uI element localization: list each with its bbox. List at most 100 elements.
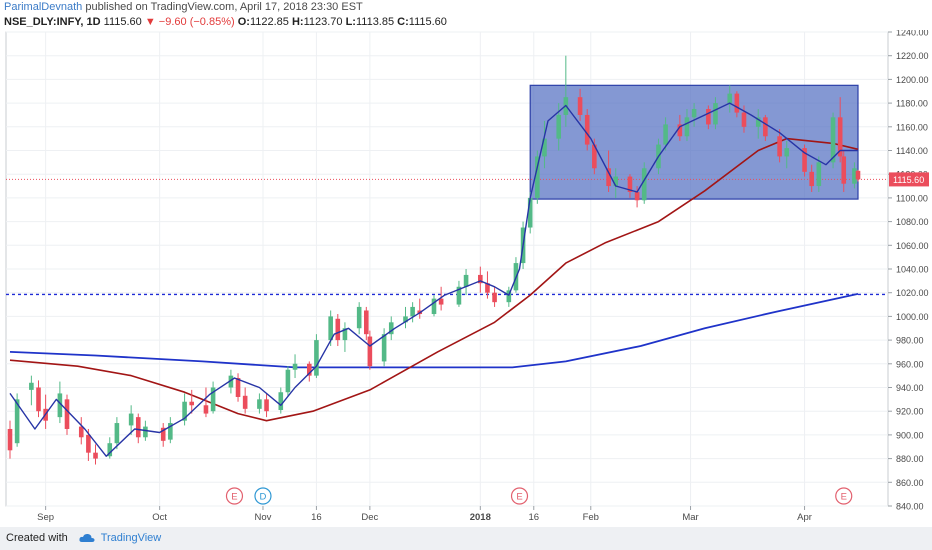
y-tick-label: 940.00 xyxy=(896,383,924,393)
y-tick-label: 1200.00 xyxy=(896,75,929,85)
candle xyxy=(478,266,483,293)
candle xyxy=(456,280,462,307)
candle xyxy=(641,162,647,204)
author-link[interactable]: ParimalDevnath xyxy=(4,1,83,13)
x-tick-label: Apr xyxy=(797,512,812,523)
candle-body xyxy=(235,378,241,397)
candle-body xyxy=(78,426,84,438)
candle xyxy=(78,417,84,445)
candle xyxy=(809,164,814,192)
candle-body xyxy=(210,387,216,412)
candle xyxy=(463,269,469,296)
high-value: 1123.70 xyxy=(303,16,343,28)
candle xyxy=(763,114,768,142)
event-marker-earnings: E xyxy=(225,487,244,505)
candle xyxy=(135,413,141,444)
publish-line: ParimalDevnath published on TradingView.… xyxy=(4,0,928,15)
y-tick-label: 900.00 xyxy=(896,430,924,440)
y-tick-label: 920.00 xyxy=(896,407,924,417)
x-tick-label: 2018 xyxy=(470,512,491,523)
y-tick-label: 840.00 xyxy=(896,502,924,512)
candle xyxy=(613,168,619,198)
candle xyxy=(727,85,733,113)
candle xyxy=(485,271,490,299)
candle xyxy=(802,144,807,177)
candle xyxy=(264,393,269,418)
candle xyxy=(431,295,437,317)
candle-body xyxy=(456,286,462,305)
last-price: 1115.60 xyxy=(103,16,142,28)
candle-body xyxy=(107,443,113,457)
sma-long-line xyxy=(9,293,859,369)
candle xyxy=(356,302,362,335)
candle-body xyxy=(306,363,312,376)
candle xyxy=(841,150,847,192)
candle-body xyxy=(93,452,98,459)
tradingview-brand[interactable]: TradingView xyxy=(100,532,162,544)
candle xyxy=(535,150,540,204)
candle-body xyxy=(182,401,187,421)
candle-body xyxy=(535,156,540,198)
sma-short-line xyxy=(9,102,858,457)
candle xyxy=(663,117,668,151)
candle-body xyxy=(160,427,166,441)
candle xyxy=(542,120,547,169)
candle xyxy=(741,105,747,133)
candle-body xyxy=(485,283,490,293)
candle xyxy=(506,286,512,307)
candle-body xyxy=(14,399,20,444)
candle-body xyxy=(242,395,248,409)
candle xyxy=(684,109,690,142)
candle xyxy=(278,387,284,414)
candle xyxy=(410,302,415,323)
x-tick-label: Oct xyxy=(152,512,167,523)
event-marker-dividend: D xyxy=(254,487,272,505)
candle xyxy=(29,375,34,406)
candle xyxy=(691,103,697,127)
candle-body xyxy=(763,117,768,137)
candle-body xyxy=(506,290,512,303)
low-value: 1113.85 xyxy=(355,16,395,28)
chart-header: ParimalDevnath published on TradingView.… xyxy=(4,0,928,32)
candle-body xyxy=(577,97,583,115)
close-value: 1115.60 xyxy=(408,16,447,28)
y-tick-label: 980.00 xyxy=(896,336,924,346)
candle-body xyxy=(830,117,836,163)
y-tick-label: 1220.00 xyxy=(896,51,929,61)
symbol-name[interactable]: NSE_DLY:INFY, 1D xyxy=(4,16,101,28)
event-marker-earnings: E xyxy=(510,487,529,505)
candle-body xyxy=(802,148,807,172)
ohlc-values: O:1122.85 H:1123.70 L:1113.85 C:1115.60 xyxy=(238,16,447,28)
candle xyxy=(706,105,711,130)
candle xyxy=(584,109,590,151)
price-chart[interactable]: 840.00 860.00 880.00 900.00 920.00 940.00 960.… xyxy=(0,30,932,527)
candle-body xyxy=(741,112,747,127)
y-tick-label: 1020.00 xyxy=(896,288,929,298)
y-tick-label: 1080.00 xyxy=(896,217,929,227)
candle xyxy=(210,381,216,414)
x-tick-label: Feb xyxy=(583,512,599,523)
candle xyxy=(160,423,166,447)
candle xyxy=(242,387,248,414)
x-tick-label: 16 xyxy=(528,512,539,523)
candle-body xyxy=(57,393,63,418)
candle xyxy=(438,286,444,311)
price-change: ▼ −9.60 (−0.85%) xyxy=(144,16,235,28)
candle-body xyxy=(64,399,70,429)
candle-body xyxy=(627,176,633,192)
candle xyxy=(168,417,173,444)
candle xyxy=(314,334,319,379)
candle-body xyxy=(784,148,790,157)
candle-body xyxy=(143,426,148,438)
candle-body xyxy=(634,191,640,201)
candle-body xyxy=(837,117,843,157)
candle xyxy=(189,389,195,414)
y-tick-label: 1000.00 xyxy=(896,312,929,322)
candle-body xyxy=(816,162,822,187)
candle xyxy=(816,156,822,192)
candle-body xyxy=(314,340,319,376)
y-tick-label: 1160.00 xyxy=(896,122,928,132)
candle-body xyxy=(328,316,333,341)
candle-body xyxy=(727,93,733,104)
event-marker-circle xyxy=(225,487,244,505)
